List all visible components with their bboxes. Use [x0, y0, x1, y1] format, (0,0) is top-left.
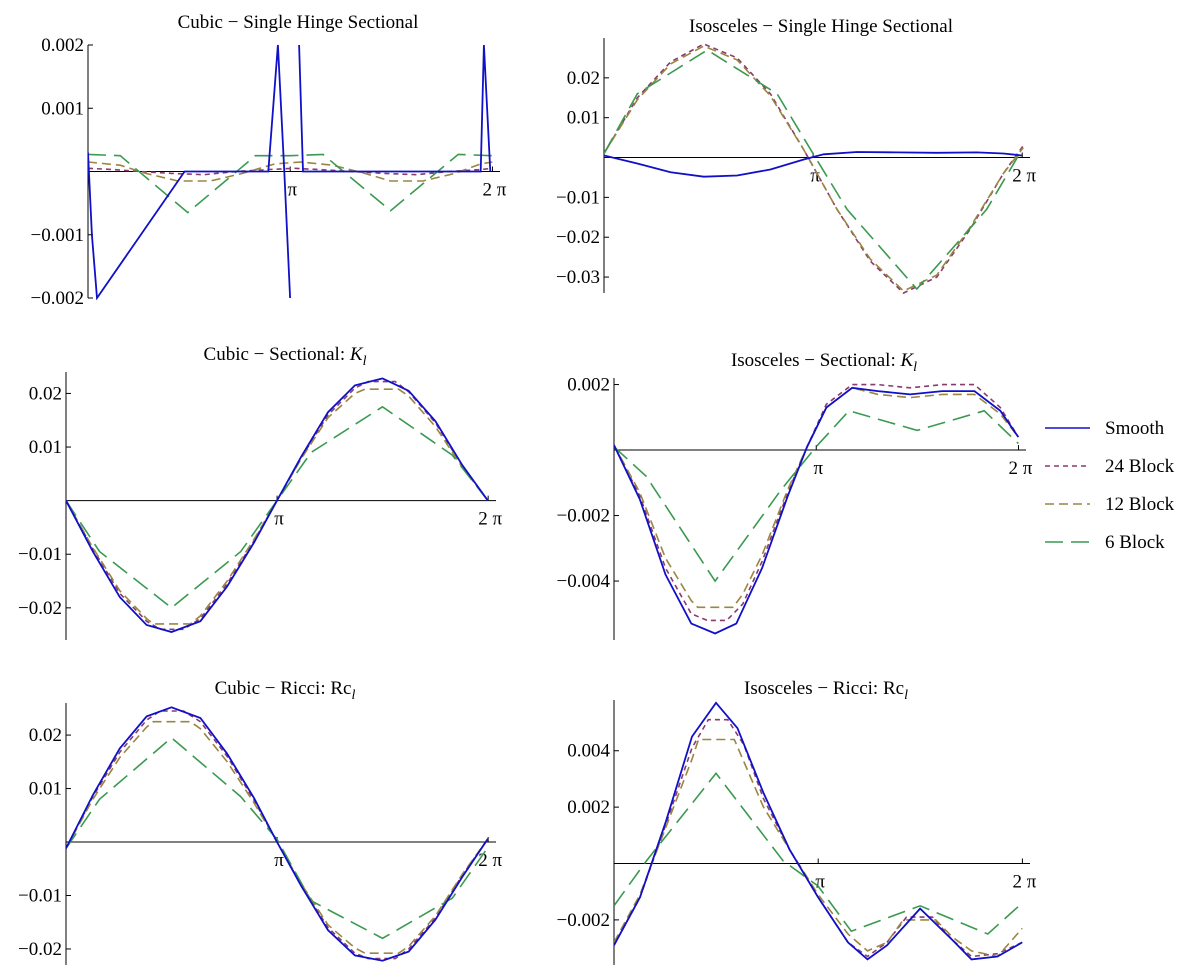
x-tick-label: π	[274, 509, 284, 530]
x-tick-label: π	[813, 458, 823, 479]
y-tick-label: −0.002	[557, 910, 610, 931]
chart-panel-6: Isosceles − Ricci: Rcl 0.004 0.002 −0.002 π 2…	[557, 678, 1037, 965]
x-tick-label: 2 π	[1012, 872, 1036, 893]
y-tick-label: −0.01	[556, 187, 600, 208]
y-tick-label: 0.001	[41, 98, 84, 119]
y-tick-label: 0.002	[567, 797, 610, 818]
y-tick-label: −0.02	[18, 939, 62, 960]
series-line-6-block	[614, 772, 1023, 935]
y-tick-label: −0.01	[18, 544, 62, 565]
chart-panels: Cubic − Single Hinge Sectional 0.002 0.001…	[18, 12, 1037, 965]
legend: Smooth 24 Block 12 Block 6 Block	[1045, 418, 1175, 553]
y-tick-label: 0.02	[29, 383, 62, 404]
y-tick-label: 0.02	[567, 68, 600, 89]
series-line-smooth	[604, 151, 1023, 178]
y-tick-label: 0.002	[41, 35, 84, 56]
series-line-12-block	[88, 161, 493, 182]
x-tick-label: 2 π	[478, 509, 502, 530]
y-tick-label: −0.002	[31, 288, 84, 309]
panel-title: Cubic − Single Hinge Sectional	[178, 12, 419, 33]
series-line-24-block	[614, 718, 1023, 958]
series-line-12-block	[614, 738, 1023, 958]
x-tick-label: π	[274, 850, 284, 871]
series-line-24-block	[604, 43, 1024, 294]
y-tick-label: −0.001	[31, 225, 84, 246]
series-line-12-block	[66, 388, 489, 625]
y-tick-label: −0.02	[556, 227, 600, 248]
legend-label: 12 Block	[1105, 494, 1175, 515]
legend-label: 6 Block	[1105, 532, 1165, 553]
y-tick-label: 0.004	[567, 741, 610, 762]
y-tick-label: −0.004	[557, 571, 611, 592]
series-line-12-block	[604, 45, 1024, 292]
y-tick-label: −0.002	[557, 506, 610, 527]
series-line-smooth	[88, 44, 492, 300]
chart-panel-3: Cubic − Sectional: Kl 0.02 0.01 −0.01 −0.02 π…	[18, 344, 502, 640]
x-tick-label: 2 π	[478, 850, 502, 871]
panel-title: Cubic − Sectional: Kl	[204, 344, 367, 369]
series-line-smooth	[66, 377, 489, 633]
legend-label: Smooth	[1105, 418, 1165, 439]
chart-panel-1: Cubic − Single Hinge Sectional 0.002 0.001…	[31, 12, 507, 309]
series-line-6-block	[88, 153, 493, 214]
y-tick-label: 0.02	[29, 725, 62, 746]
panel-title: Cubic − Ricci: Rcl	[215, 678, 356, 703]
x-tick-label: 2 π	[483, 180, 507, 201]
series-line-6-block	[66, 405, 489, 609]
y-tick-label: 0.01	[567, 108, 600, 129]
series-line-smooth	[614, 701, 1023, 961]
y-tick-label: 0.002	[567, 375, 610, 396]
panel-title: Isosceles − Ricci: Rcl	[744, 678, 908, 703]
legend-item: 6 Block	[1045, 532, 1165, 553]
panel-title: Isosceles − Single Hinge Sectional	[689, 16, 953, 37]
series-line-24-block	[66, 380, 489, 631]
chart-panel-5: Cubic − Ricci: Rcl 0.02 0.01 −0.01 −0.02 π 2 π	[18, 678, 502, 965]
series-line-smooth	[614, 386, 1020, 635]
y-tick-label: 0.01	[29, 779, 62, 800]
legend-item: Smooth	[1045, 418, 1165, 439]
x-tick-label: π	[810, 166, 820, 187]
series-line-smooth	[66, 706, 489, 962]
x-tick-label: 2 π	[1012, 166, 1036, 187]
x-tick-label: π	[287, 180, 297, 201]
y-tick-label: −0.02	[18, 598, 62, 619]
series-line-12-block	[614, 386, 1019, 609]
x-tick-label: π	[815, 872, 825, 893]
y-tick-label: −0.01	[18, 885, 62, 906]
series-line-6-block	[614, 409, 1019, 583]
chart-panel-4: Isosceles − Sectional: Kl 0.002 −0.002 −0.0…	[557, 350, 1033, 640]
series-line-24-block	[614, 383, 1019, 622]
series-line-6-block	[604, 49, 1023, 291]
legend-item: 24 Block	[1045, 456, 1175, 477]
x-tick-label: 2 π	[1009, 458, 1033, 479]
panel-title: Isosceles − Sectional: Kl	[731, 350, 917, 375]
y-tick-label: 0.01	[29, 437, 62, 458]
chart-panel-2: Isosceles − Single Hinge Sectional 0.02 0.…	[556, 16, 1037, 294]
y-tick-label: −0.03	[556, 267, 600, 288]
legend-item: 12 Block	[1045, 494, 1175, 515]
series-line-6-block	[66, 736, 489, 940]
legend-label: 24 Block	[1105, 456, 1175, 477]
series-line-24-block	[66, 710, 489, 960]
